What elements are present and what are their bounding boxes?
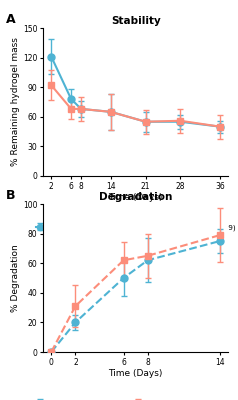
X-axis label: Time (Days): Time (Days) — [109, 193, 163, 202]
Y-axis label: % Degradation: % Degradation — [11, 244, 20, 312]
Text: B: B — [6, 189, 15, 202]
Title: Degradation: Degradation — [99, 192, 172, 202]
Text: A: A — [6, 13, 15, 26]
Legend: HA/COLII 2 mg/ml (1:9), HA/COLII 2 mg/ml (4.5:9): HA/COLII 2 mg/ml (1:9), HA/COLII 2 mg/ml… — [36, 224, 235, 230]
X-axis label: Time (Days): Time (Days) — [109, 369, 163, 378]
Y-axis label: % Remaining hydrogel mass: % Remaining hydrogel mass — [11, 38, 20, 166]
Title: Stability: Stability — [111, 16, 161, 26]
